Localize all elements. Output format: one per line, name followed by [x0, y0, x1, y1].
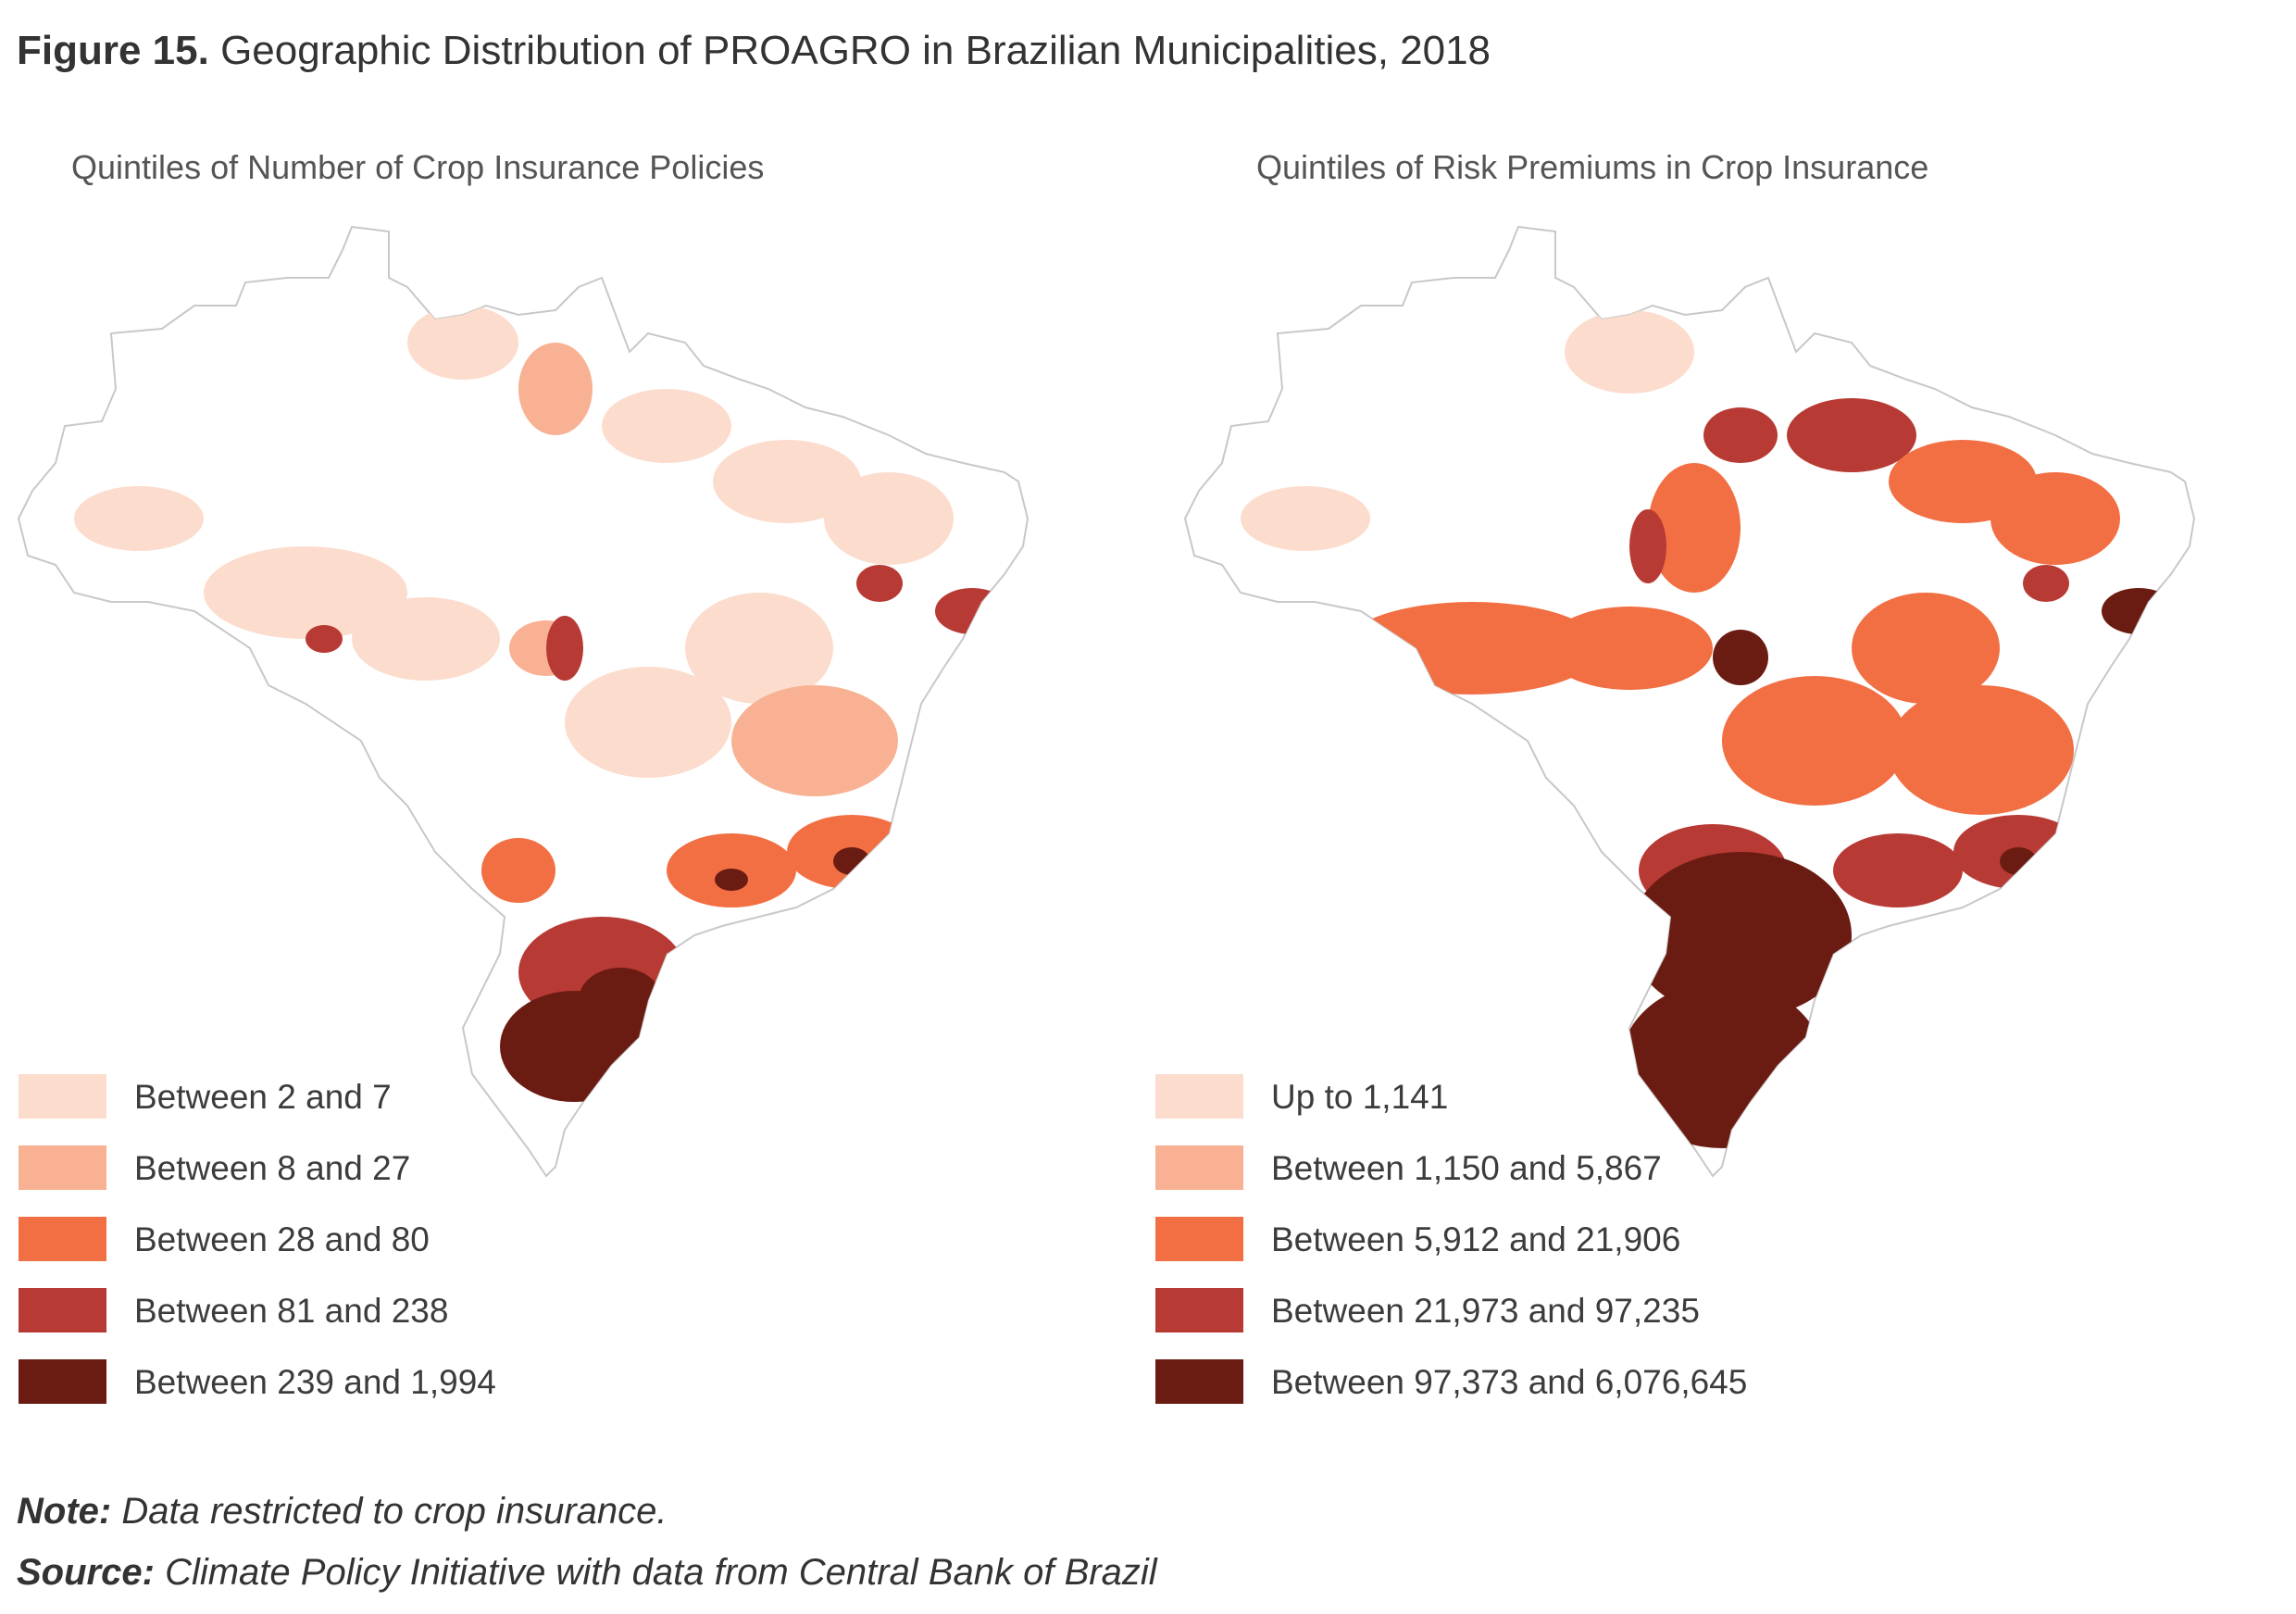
region-fill: [1722, 676, 1907, 806]
region-fill: [856, 565, 903, 602]
region-fill: [731, 685, 898, 796]
legend-swatch: [1155, 1288, 1243, 1332]
legend-label: Between 8 and 27: [134, 1149, 411, 1187]
figure-note: Note: Data restricted to crop insurance.: [17, 1491, 668, 1533]
figure-title: Figure 15. Geographic Distribution of PR…: [17, 28, 1491, 74]
map-panel-premiums: Quintiles of Risk Premiums in Crop Insur…: [1148, 0, 2296, 1482]
region-fill: [1629, 852, 1852, 1019]
legend-label: Between 5,912 and 21,906: [1271, 1220, 1681, 1258]
region-fill: [1787, 398, 1916, 472]
region-fill: [204, 546, 407, 639]
region-fill: [518, 343, 593, 435]
legend-swatch: [1155, 1145, 1243, 1190]
region-fill: [1713, 630, 1768, 685]
region-fill: [713, 440, 861, 523]
legend-label: Up to 1,141: [1271, 1078, 1449, 1116]
region-fill: [715, 869, 748, 891]
brazil-map-policies: [17, 225, 1029, 1178]
source-label: Source:: [17, 1552, 155, 1593]
legend-swatch: [19, 1145, 106, 1190]
legend-label: Between 2 and 7: [134, 1078, 392, 1116]
legend-swatch: [19, 1217, 106, 1261]
legend-label: Between 1,150 and 5,867: [1271, 1149, 1662, 1187]
legend-label: Between 28 and 80: [134, 1220, 430, 1258]
region-fill: [1889, 685, 2074, 815]
map-subtitle: Quintiles of Number of Crop Insurance Po…: [71, 148, 765, 186]
legend-swatch: [1155, 1074, 1243, 1119]
region-fill: [1703, 407, 1778, 463]
region-fill: [935, 588, 1009, 634]
map-subtitle: Quintiles of Risk Premiums in Crop Insur…: [1256, 148, 1929, 186]
region-fill: [352, 597, 500, 681]
map-panel-policies: Quintiles of Number of Crop Insurance Po…: [0, 0, 1148, 1482]
legend-swatch: [19, 1359, 106, 1404]
legend-swatch: [1155, 1359, 1243, 1404]
region-fill: [481, 838, 555, 903]
region-fill: [1546, 607, 1713, 690]
municipality-fills: [74, 306, 1009, 1102]
legend-swatch: [1155, 1217, 1243, 1261]
region-fill: [1833, 833, 1963, 907]
region-fill: [685, 593, 833, 704]
figure-label: Figure 15.: [17, 28, 209, 73]
source-text: Climate Policy Initiative with data from…: [165, 1552, 1157, 1593]
region-fill: [2102, 588, 2176, 634]
region-fill: [546, 616, 583, 681]
region-fill: [565, 667, 731, 778]
region-fill: [2023, 565, 2069, 602]
region-fill: [1990, 472, 2120, 565]
legend-label: Between 81 and 238: [134, 1292, 449, 1330]
region-fill: [1852, 593, 2000, 704]
region-fill: [579, 968, 662, 1032]
region-fill: [407, 306, 518, 380]
legend-swatch: [19, 1288, 106, 1332]
note-label: Note:: [17, 1491, 112, 1532]
region-fill: [1629, 509, 1666, 583]
region-fill: [74, 486, 204, 551]
figure-title-text: Geographic Distribution of PROAGRO in Br…: [220, 28, 1491, 73]
region-fill: [1565, 310, 1694, 394]
region-fill: [1648, 463, 1741, 593]
region-fill: [306, 625, 343, 653]
legend-swatch: [19, 1074, 106, 1119]
note-text: Data restricted to crop insurance.: [121, 1491, 668, 1532]
figure-source: Source: Climate Policy Initiative with d…: [17, 1552, 1157, 1594]
region-fill: [1241, 486, 1370, 551]
brazil-map-premiums: [1183, 225, 2196, 1178]
legend-label: Between 97,373 and 6,076,645: [1271, 1363, 1748, 1401]
region-fill: [602, 389, 731, 463]
legend-label: Between 21,973 and 97,235: [1271, 1292, 1700, 1330]
legend-label: Between 239 and 1,994: [134, 1363, 496, 1401]
region-fill: [1620, 982, 1824, 1148]
region-fill: [824, 472, 954, 565]
